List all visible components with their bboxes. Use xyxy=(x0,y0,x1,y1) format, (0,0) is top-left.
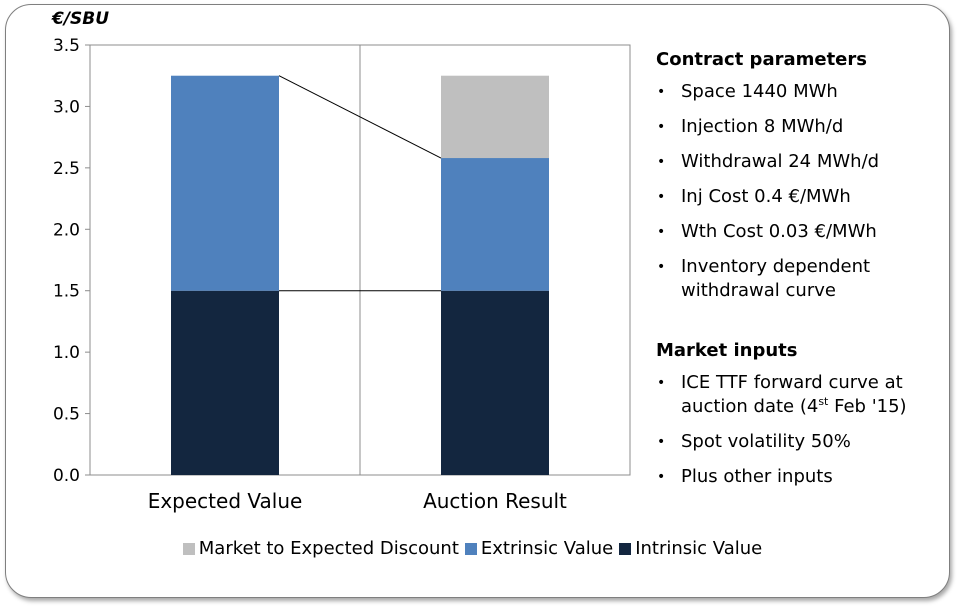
contract-parameter-item: Inventory dependent withdrawal curve xyxy=(656,255,946,303)
market-input-item: Plus other inputs xyxy=(656,465,946,489)
bar-segment xyxy=(441,158,549,291)
x-category-label: Auction Result xyxy=(423,489,567,513)
bar-segment xyxy=(441,75,549,159)
connector-line xyxy=(278,75,442,159)
market-input-item: ICE TTF forward curve at auction date (4… xyxy=(656,371,946,419)
y-tick-label: 1.5 xyxy=(53,282,80,302)
contract-parameter-item: Withdrawal 24 MWh/d xyxy=(656,150,946,174)
legend-swatch xyxy=(464,542,477,555)
plot-area: 0.0 0.5 1.0 1.5 2.0 2.5 3.0 3.5 Expected Value Au… xyxy=(53,36,631,513)
y-tick-label: 1.0 xyxy=(53,343,80,363)
bar-segment xyxy=(441,290,549,475)
y-tick-label: 3.5 xyxy=(53,36,80,56)
contract-parameters-heading: Contract parameters xyxy=(656,49,867,70)
market-input-text: ICE TTF forward curve at auction date (4 xyxy=(681,372,903,417)
bar-segment xyxy=(171,290,279,475)
y-tick-label: 0.0 xyxy=(53,466,80,486)
legend-label: Extrinsic Value xyxy=(480,538,614,559)
legend-swatch xyxy=(619,542,632,555)
ordinal-suffix: st xyxy=(818,395,829,408)
market-input-text: Feb '15) xyxy=(828,396,907,417)
bar-segment xyxy=(171,75,279,291)
market-inputs-heading: Market inputs xyxy=(656,340,798,361)
legend-item: Extrinsic Value xyxy=(464,538,614,559)
y-tick-label: 3.0 xyxy=(53,97,80,117)
legend-item: Intrinsic Value xyxy=(619,538,762,559)
contract-parameter-item: Space 1440 MWh xyxy=(656,80,946,104)
y-axis-unit-label: €/SBU xyxy=(52,9,110,29)
y-tick-label: 0.5 xyxy=(53,405,80,425)
market-inputs-list: ICE TTF forward curve at auction date (4… xyxy=(656,371,946,489)
stacked-bar-chart: 0.0 0.5 1.0 1.5 2.0 2.5 3.0 3.5 Expected Value Au… xyxy=(53,36,631,513)
contract-parameter-item: Wth Cost 0.03 €/MWh xyxy=(656,220,946,244)
legend-swatch xyxy=(182,542,195,555)
x-category-label: Expected Value xyxy=(148,489,303,513)
contract-parameters-list: Space 1440 MWh Injection 8 MWh/d Withdra… xyxy=(656,80,946,303)
chart-legend: Market to Expected Discount Extrinsic Val… xyxy=(0,538,945,559)
y-tick-label: 2.0 xyxy=(53,220,80,240)
y-tick-label: 2.5 xyxy=(53,159,80,179)
legend-label: Intrinsic Value xyxy=(635,538,763,559)
legend-item: Market to Expected Discount xyxy=(182,538,459,559)
contract-parameter-item: Injection 8 MWh/d xyxy=(656,115,946,139)
legend-label: Market to Expected Discount xyxy=(198,538,459,559)
side-panel: Contract parameters Space 1440 MWh Injec… xyxy=(656,48,946,500)
market-input-item: Spot volatility 50% xyxy=(656,430,946,454)
contract-parameter-item: Inj Cost 0.4 €/MWh xyxy=(656,185,946,209)
